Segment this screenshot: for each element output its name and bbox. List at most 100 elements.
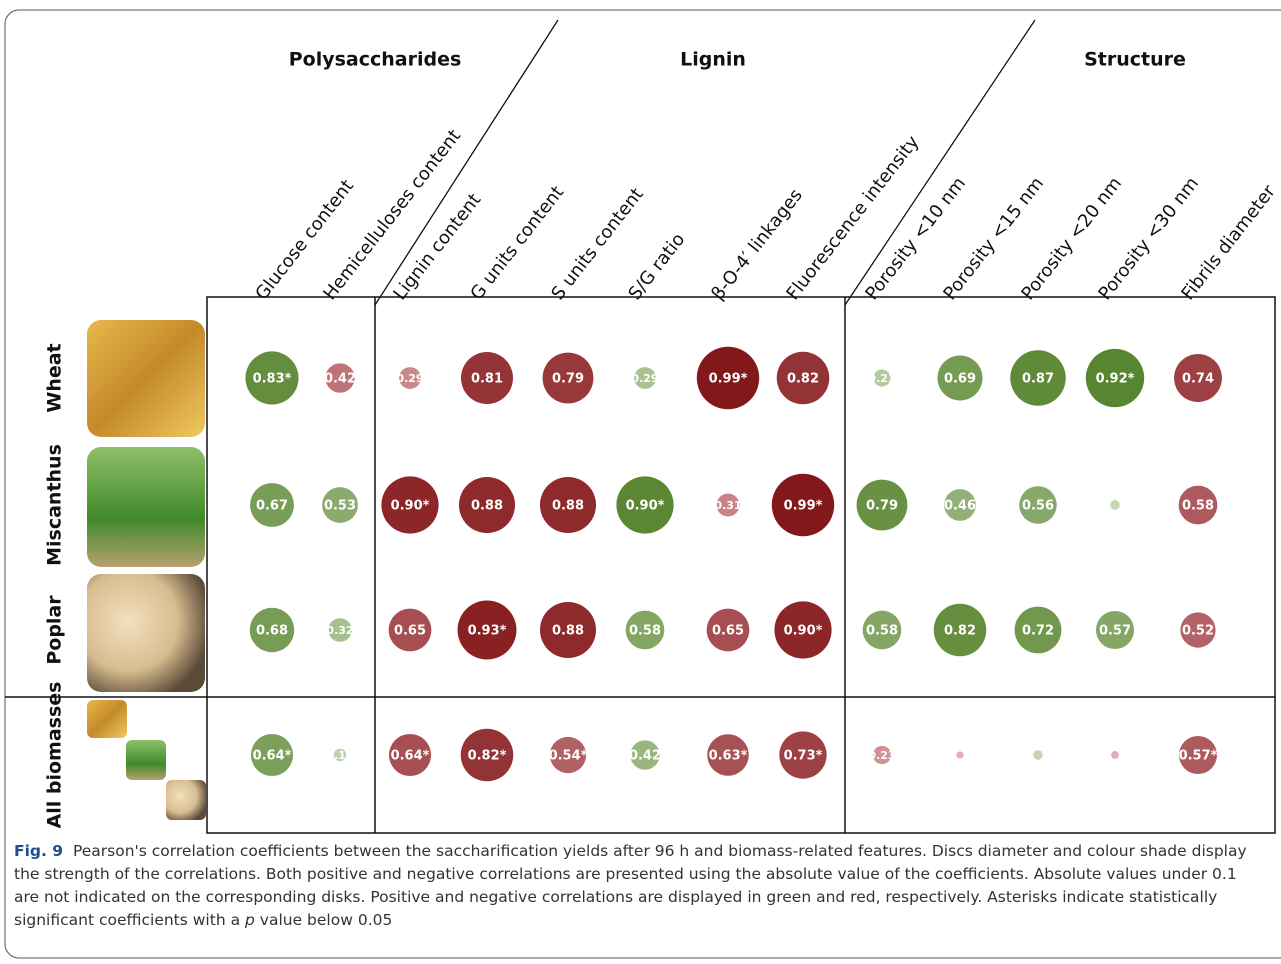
disc-label: 0.64* [391,749,430,764]
group-label: Polysaccharides [289,49,462,71]
disc-label: 0.73* [784,749,823,764]
disc [460,728,514,782]
disc-label: 0.57* [1179,749,1218,764]
disc-label: 0.81 [471,372,503,387]
disc [956,751,964,759]
disc [1019,486,1057,524]
disc [549,736,587,774]
disc-label: 0.99* [709,372,748,387]
disc-label: 0.58 [866,624,898,639]
disc-label: 0.31 [714,499,741,512]
disc [1014,606,1062,654]
caption-italic: p [245,911,255,929]
disc [872,745,892,765]
disc-label: 0.21 [868,372,895,385]
disc [1180,612,1216,648]
disc-label: 0.57 [1099,624,1131,639]
disc [630,740,660,770]
table-box [206,296,1276,834]
disc [774,601,832,659]
disc [862,610,902,650]
disc [539,476,597,534]
disc-label: 0.65 [712,624,744,639]
disc [1110,500,1120,510]
disc [457,600,517,660]
disc [388,733,432,777]
disc [937,355,983,401]
wheat-thumb [87,700,127,738]
disc-label: 0.99* [784,499,823,514]
disc-label: 0.65 [394,624,426,639]
disc [1111,751,1119,759]
disc [706,608,750,652]
disc-label: 0.32 [326,624,353,637]
miscanthus-image [87,447,205,567]
caption-label: Fig. 9 [14,842,64,860]
disc-label: 0.88 [471,499,503,514]
disc [542,352,594,404]
disc-label: 0.83* [253,372,292,387]
disc-label: 0.93* [468,624,507,639]
disc-label: 0.69 [944,372,976,387]
disc-label: 0.79 [866,499,898,514]
disc [249,607,295,653]
disc-label: 0.90* [784,624,823,639]
disc [322,487,358,523]
disc [333,748,347,762]
disc [1010,350,1066,406]
disc [856,479,908,531]
disc-label: 0.63* [709,749,748,764]
disc [245,351,299,405]
row-label: All biomasses [44,682,66,829]
disc-label: 0.58 [629,624,661,639]
miscanthus-thumb [126,740,166,780]
disc [625,610,665,650]
disc [1095,610,1135,650]
disc [250,483,294,527]
disc-label: 0.82 [944,624,976,639]
disc [771,473,835,537]
disc-label: 0.67 [256,499,288,514]
disc-label: 0.29 [396,372,423,385]
disc-label: 0.29 [631,372,658,385]
disc [250,733,294,777]
frame [4,9,1281,959]
disc [779,731,827,779]
caption-text: Pearson's correlation coefficients betwe… [14,842,1247,929]
group-label: Lignin [680,49,746,71]
disc-label: 0.82 [787,372,819,387]
disc-label: 0.68 [256,624,288,639]
disc-label: 0.54* [549,749,588,764]
disc [399,367,421,389]
disc-label: 0.92* [1096,372,1135,387]
poplar-image [87,574,205,692]
disc-label: 0.13 [326,749,353,762]
disc [944,489,976,521]
disc-label: 0.90* [391,499,430,514]
disc [458,476,516,534]
disc [1174,354,1222,402]
group-label: Structure [1084,49,1186,71]
divider [844,19,1036,306]
disc-label: 0.42 [629,749,661,764]
disc [1033,750,1043,760]
column-header: S/G ratio [624,229,689,304]
disc-label: 0.58 [1182,499,1214,514]
disc-label: 0.87 [1022,372,1054,387]
disc-label: 0.82* [468,749,507,764]
disc-label: 0.23 [868,749,895,762]
disc-label: 0.74 [1182,372,1214,387]
row-label: Miscanthus [44,444,66,566]
disc-label: 0.72 [1022,624,1054,639]
disc [1178,735,1218,775]
disc-label: 0.88 [552,624,584,639]
disc [707,734,749,776]
disc [461,352,513,404]
disc [873,369,891,387]
disc-label: 0.64* [253,749,292,764]
disc [328,618,352,642]
disc [1178,485,1218,525]
caption-end: value below 0.05 [259,911,393,929]
